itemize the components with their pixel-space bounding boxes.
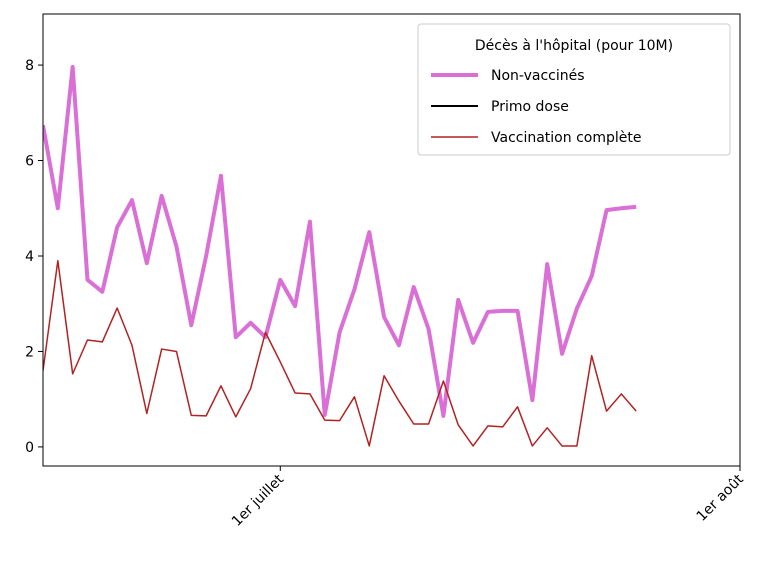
y-tick-label: 4 [25,249,34,265]
legend-label: Non-vaccinés [491,68,585,84]
plot-frame [42,13,741,467]
series-line [43,260,637,447]
y-tick-label: 2 [25,344,34,360]
y-tick-label: 0 [25,440,34,456]
y-tick-label: 6 [25,154,34,170]
x-tick-label: 1er août [694,471,748,525]
legend-box [417,23,731,156]
legend-label: Vaccination complète [491,130,641,146]
y-tick-label: 8 [25,58,34,74]
legend-label: Primo dose [491,99,569,115]
legend-title: Décès à l'hôpital (pour 10M) [475,38,673,54]
series-line [43,64,637,418]
x-tick-label: 1er juillet [229,471,288,530]
